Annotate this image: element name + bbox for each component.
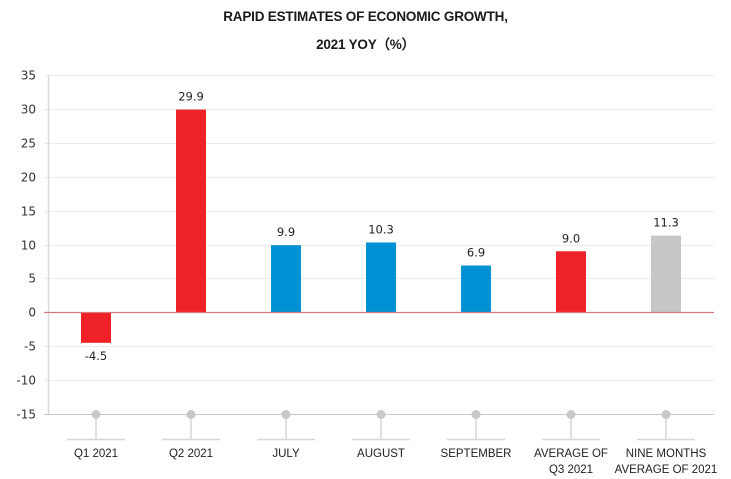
chart-title: RAPID ESTIMATES OF ECONOMIC GROWTH, (223, 9, 508, 24)
data-label: 11.3 (653, 216, 679, 230)
data-label: 10.3 (368, 222, 394, 236)
x-tick-label: Q1 2021 (74, 448, 118, 460)
y-tick-label: -5 (24, 340, 36, 354)
x-tick-label: Q2 2021 (169, 448, 213, 460)
data-label: -4.5 (85, 349, 107, 363)
y-tick-label: 30 (21, 103, 36, 117)
chart-subtitle: 2021 YOY（%） (316, 37, 415, 52)
category-marker (91, 410, 101, 419)
data-label: 29.9 (178, 90, 204, 104)
y-tick-label: 0 (28, 306, 36, 320)
bar (81, 312, 111, 343)
y-tick-label: 10 (21, 239, 36, 253)
y-tick-label: 15 (21, 205, 36, 219)
bar (556, 251, 586, 313)
bar (651, 235, 681, 313)
y-tick-label: 5 (28, 272, 36, 286)
bars: -4.5 29.9 9.9 10.3 6.9 9.0 11.3 (44, 90, 714, 363)
category-marker (566, 410, 576, 419)
y-tick-label: -10 (16, 374, 36, 388)
data-label: 6.9 (467, 246, 485, 260)
x-tick-label: AUGUST (357, 448, 405, 460)
category-marker (281, 410, 291, 419)
category-marker (661, 410, 671, 419)
bar (271, 245, 301, 313)
bar (461, 265, 491, 313)
category-marker (186, 410, 196, 419)
x-axis: Q1 2021 Q2 2021 JULY AUGUST SEPTEMBER AVERAGE… (67, 410, 717, 476)
category-marker (376, 410, 386, 419)
y-tick-label: 35 (21, 69, 36, 83)
y-tick-label: 25 (21, 137, 36, 151)
bar (366, 242, 396, 313)
data-label: 9.0 (562, 231, 580, 245)
x-tick-label: AVERAGE OF 2021 (615, 464, 718, 476)
x-tick-label: JULY (272, 448, 300, 460)
x-tick-label: AVERAGE OF (534, 448, 608, 460)
x-tick-label: NINE MONTHS (626, 448, 707, 460)
x-tick-label: SEPTEMBER (441, 448, 512, 460)
y-tick-label: -15 (16, 408, 36, 422)
y-axis: 35 30 25 20 15 10 5 0 -5 -10 -15 (16, 69, 50, 422)
x-tick-label: Q3 2021 (549, 464, 593, 476)
data-label: 9.9 (277, 225, 295, 239)
y-tick-label: 20 (21, 171, 36, 185)
bar (176, 109, 206, 313)
category-marker (471, 410, 481, 419)
